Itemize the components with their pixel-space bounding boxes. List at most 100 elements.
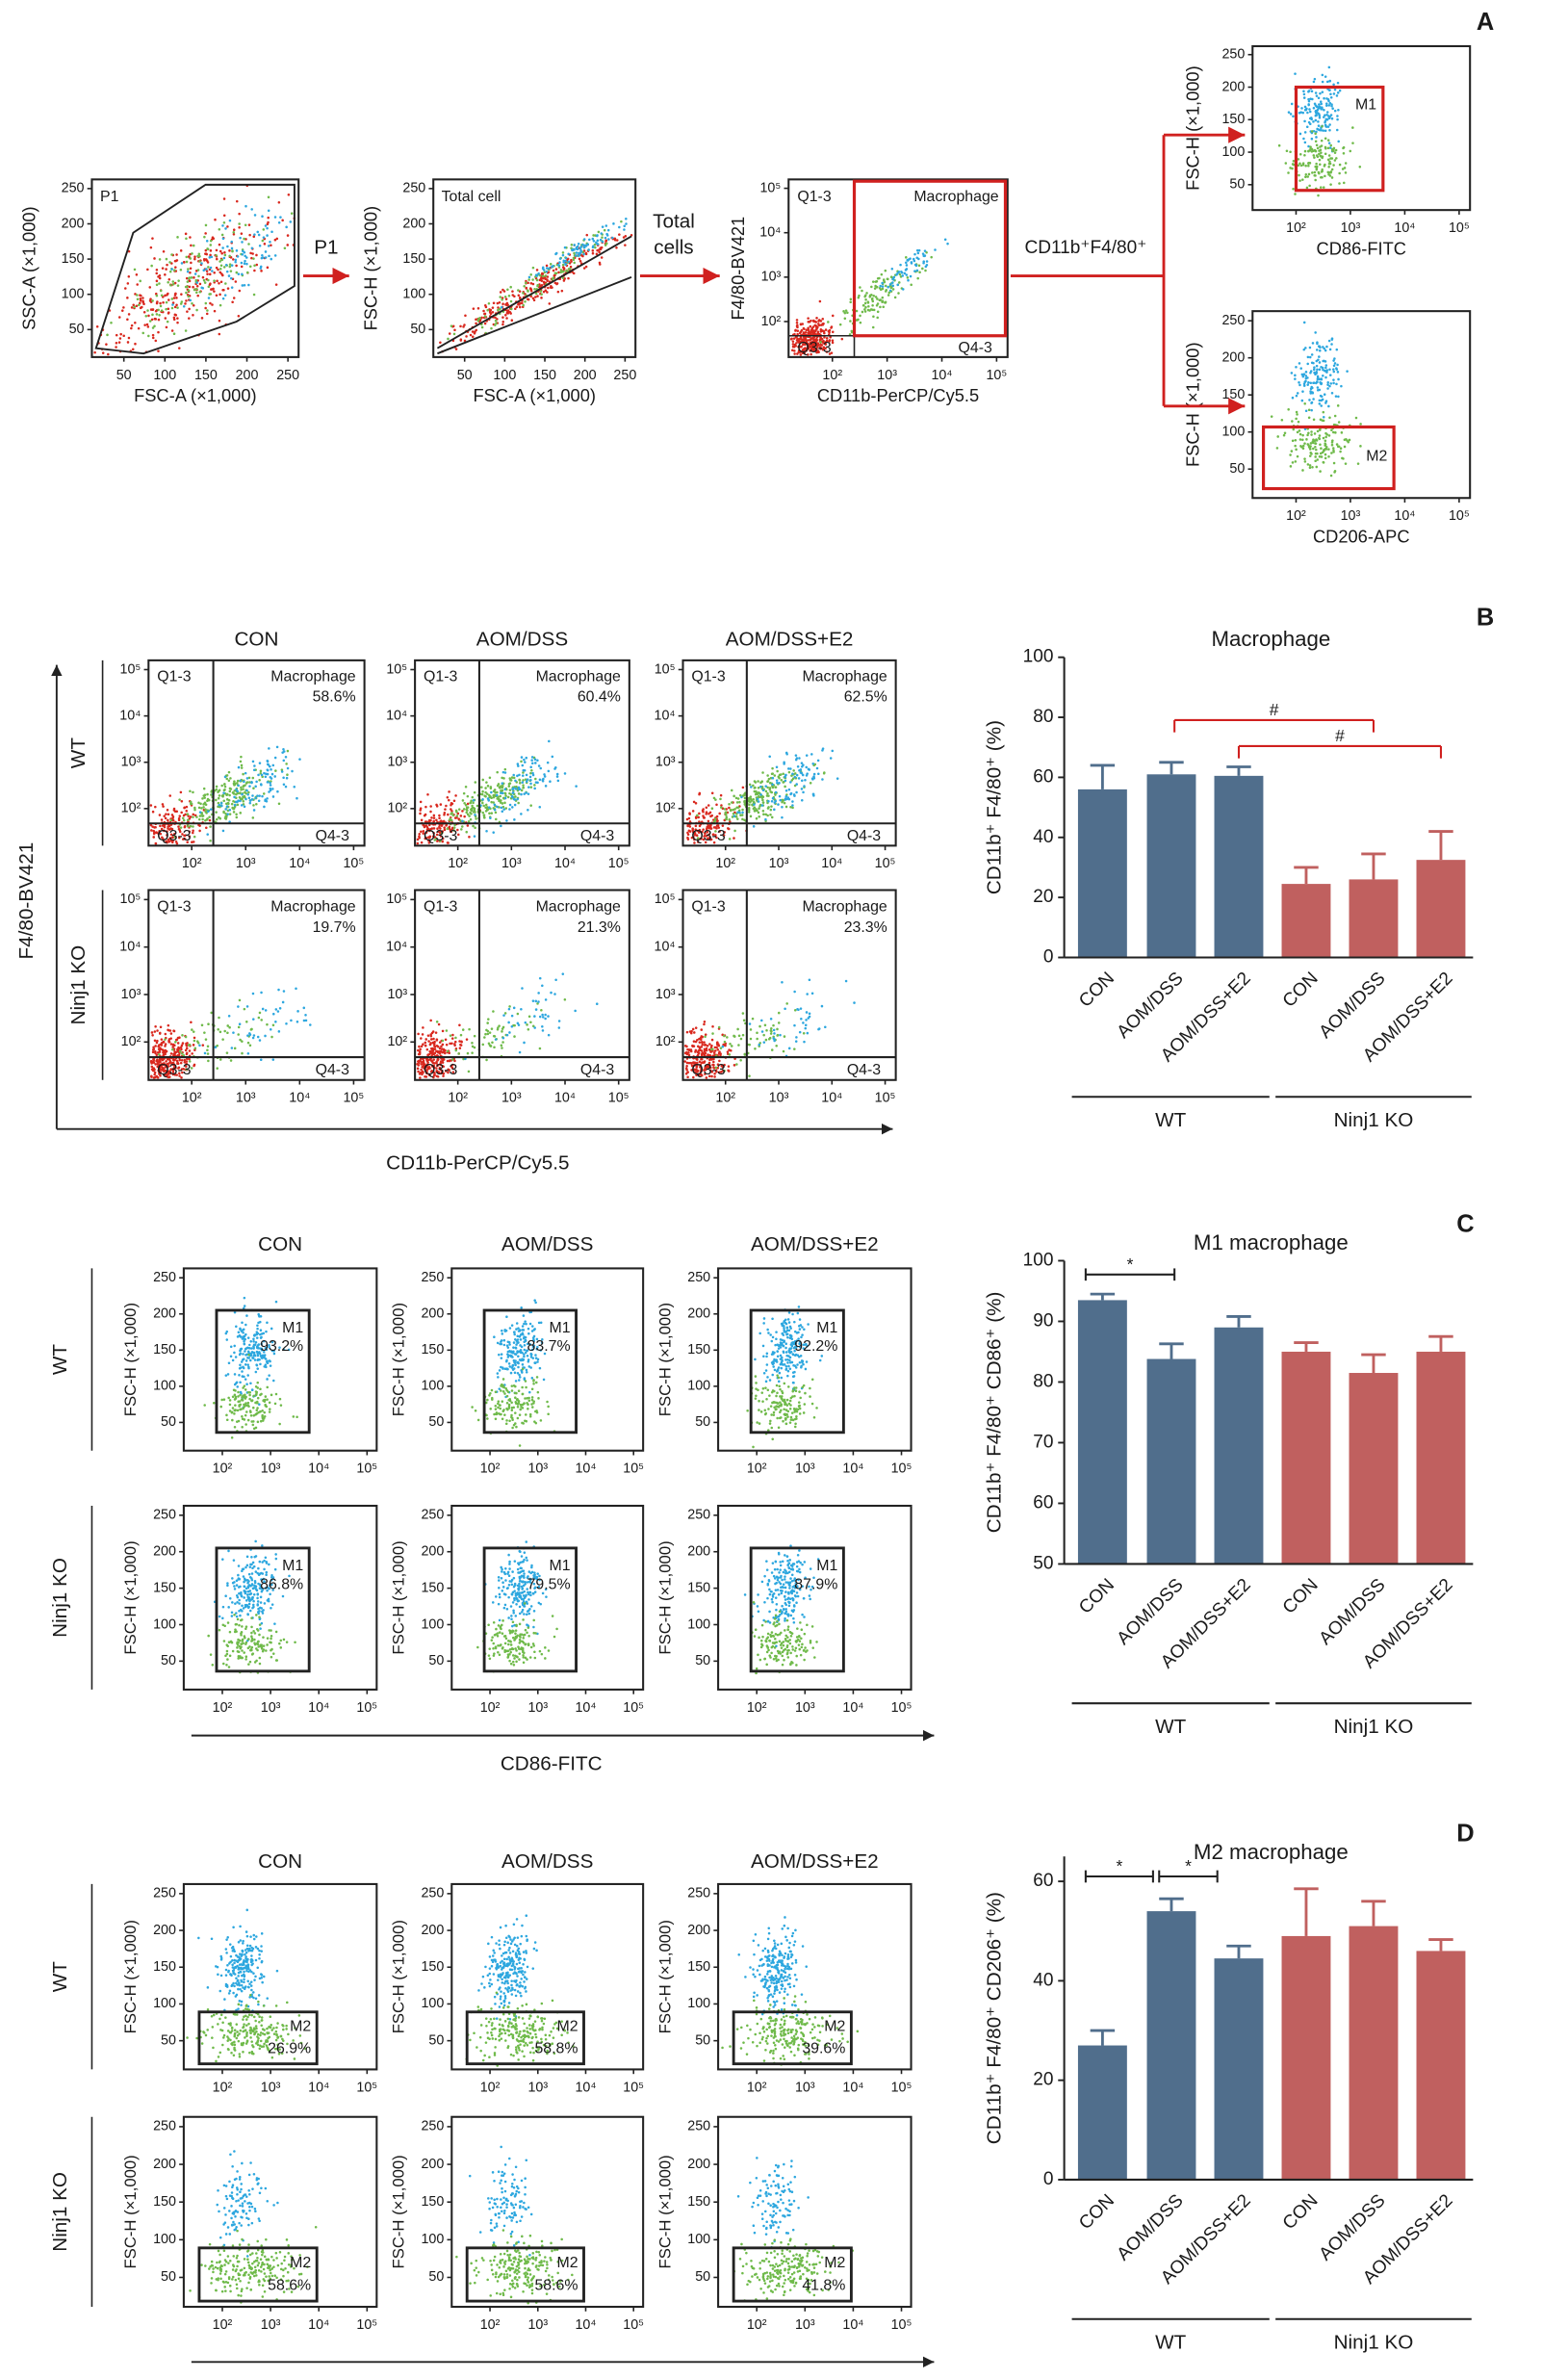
event-dot [581,243,584,246]
event-dot [143,323,146,326]
event-dot [723,1034,726,1038]
event-dot [1296,413,1298,416]
event-dot [497,306,500,309]
event-dot [1310,130,1314,133]
event-dot [796,323,799,327]
event-dot [493,808,497,812]
event-dot [923,249,927,252]
event-dot [529,289,533,293]
event-dot [227,798,231,802]
event-dot [468,815,471,817]
event-dot [171,282,175,286]
event-dot [588,238,591,242]
event-dot [508,311,512,314]
event-dot [228,265,232,269]
event-dot [534,296,537,298]
event-dot [726,1036,729,1039]
y-tick-label: 10² [387,801,407,816]
event-dot [529,771,532,775]
event-dot [1324,152,1327,156]
event-dot [749,1028,753,1031]
event-dot [481,1043,485,1047]
event-dot [849,300,852,304]
event-dot [229,788,233,790]
event-dot [766,780,770,783]
event-dot [160,818,164,821]
event-dot [289,220,293,223]
event-dot [275,237,279,241]
event-dot [1333,362,1337,365]
event-dot [1335,128,1339,132]
y-tick-label: 10⁵ [386,661,407,677]
event-dot [1306,463,1310,466]
x-tick-label: 10² [448,1091,468,1106]
event-dot [551,755,554,759]
event-dot [228,254,231,258]
event-dot [582,245,586,248]
event-dot [823,336,826,339]
event-dot [815,345,818,348]
event-dot [784,805,788,809]
event-dot [795,339,799,342]
event-dot [1316,458,1320,461]
event-dot [518,296,522,299]
event-dot [187,268,190,271]
event-dot [1338,89,1342,92]
event-dot [262,236,266,239]
event-dot [227,770,231,774]
event-dot [547,769,551,773]
event-dot [1299,164,1303,168]
event-dot [764,785,768,788]
event-dot [238,212,241,216]
event-dot [151,1034,154,1037]
event-dot [784,1007,786,1011]
event-dot [538,273,542,277]
event-dot [232,258,235,261]
column-label: AOM/DSS [476,629,568,651]
event-dot [276,789,279,793]
event-dot [766,774,769,777]
event-dot [435,1039,439,1042]
event-dot [209,839,212,842]
event-dot [450,818,453,822]
event-dot [730,1045,733,1047]
event-dot [211,270,214,272]
event-dot [202,803,205,806]
event-dot [885,284,887,288]
event-dot [186,270,190,273]
event-dot [764,789,768,793]
event-dot [753,803,756,806]
event-dot [1314,140,1318,143]
event-dot [835,777,839,780]
event-dot [817,319,821,322]
event-dot [1322,116,1325,118]
event-dot [793,990,796,994]
event-dot [700,1028,704,1031]
event-dot [217,1027,219,1031]
event-dot [501,323,504,326]
event-dot [807,353,810,356]
event-dot [418,1045,421,1048]
event-dot [241,1051,244,1055]
event-dot [155,1041,159,1045]
event-dot [598,261,602,265]
event-dot [1303,131,1307,134]
event-dot [1330,428,1333,432]
event-dot [433,1047,437,1050]
event-dot [741,786,745,789]
event-dot [1298,429,1301,432]
event-dot [192,244,195,247]
event-dot [235,249,239,252]
event-dot [482,815,486,819]
event-dot [490,812,494,815]
event-dot [196,254,199,258]
event-dot [1312,154,1316,157]
event-dot [1317,96,1321,99]
event-dot [703,816,707,819]
event-dot [782,781,784,784]
event-dot [248,1032,251,1035]
event-dot [177,1053,181,1057]
event-dot [1333,414,1337,418]
event-dot [879,305,882,309]
event-dot [747,806,751,810]
